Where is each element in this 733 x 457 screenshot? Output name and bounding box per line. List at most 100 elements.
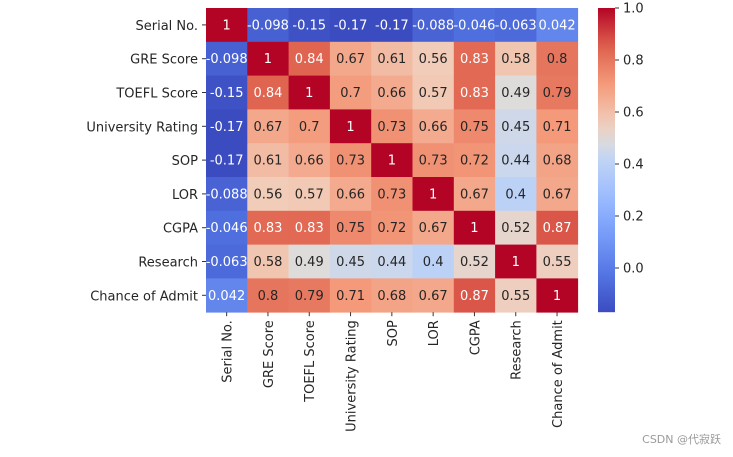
cell-annotation: 0.7 — [299, 120, 320, 135]
cell-annotation: -0.17 — [334, 18, 368, 33]
heatmap-cell — [371, 41, 413, 76]
y-tick-label: TOEFL Score — [115, 87, 198, 102]
x-tick-label: University Rating — [345, 320, 360, 432]
heatmap-cell — [536, 143, 579, 178]
x-tick-label: Research — [510, 320, 525, 380]
cell-annotation: 0.57 — [295, 187, 324, 202]
y-tick-label: GRE Score — [130, 53, 198, 68]
heatmap-cell — [288, 244, 331, 279]
heatmap-cell — [206, 75, 248, 110]
heatmap-cell — [329, 210, 372, 245]
cell-annotation: 0.45 — [501, 120, 530, 135]
cell-annotation: 0.45 — [336, 255, 365, 270]
cell-annotation: 0.58 — [501, 52, 530, 67]
heatmap-cell — [206, 210, 248, 245]
cell-annotation: 0.68 — [377, 289, 406, 304]
cell-annotation: 0.4 — [423, 255, 444, 270]
heatmap-cell — [495, 143, 537, 178]
cell-annotation: -0.15 — [292, 18, 326, 33]
cell-annotation: 0.66 — [419, 120, 448, 135]
heatmap-cell — [453, 278, 496, 313]
cell-annotation: 0.8 — [258, 289, 279, 304]
heatmap-cell — [412, 143, 455, 178]
cell-annotation: 0.72 — [460, 154, 489, 169]
y-tick-label: SOP — [172, 154, 198, 169]
x-tick-label: TOEFL Score — [303, 320, 318, 403]
cell-annotation: 0.75 — [460, 120, 489, 135]
heatmap-cell — [536, 278, 579, 313]
heatmap-cell — [453, 210, 496, 245]
heatmap-cell — [412, 278, 455, 313]
colorbar-tick-label: 0.0 — [623, 262, 644, 277]
heatmap-cell — [453, 244, 496, 279]
cell-annotation: 0.52 — [460, 255, 489, 270]
colorbar-tick-label: 0.4 — [623, 158, 644, 173]
heatmap-cell — [329, 177, 372, 212]
cell-annotation: -0.15 — [210, 86, 244, 101]
cell-annotation: -0.046 — [206, 221, 248, 236]
cell-annotation: 0.71 — [543, 120, 572, 135]
heatmap-cell — [247, 143, 289, 178]
cell-annotation: 0.83 — [460, 86, 489, 101]
heatmap-cell — [371, 75, 413, 110]
csdn-watermark: CSDN @代寂跃 — [642, 433, 721, 446]
heatmap-cell — [288, 41, 331, 76]
heatmap-cell — [412, 210, 455, 245]
cell-annotation: 1 — [388, 154, 396, 169]
cell-annotation: 0.83 — [253, 221, 282, 236]
heatmap-cell — [288, 210, 331, 245]
cell-annotation: -0.17 — [210, 154, 244, 169]
heatmap-cell — [536, 41, 579, 76]
heatmap-cell — [536, 177, 579, 212]
heatmap-cell — [412, 41, 455, 76]
heatmap-cell — [329, 244, 372, 279]
heatmap-cell — [206, 177, 248, 212]
heatmap-cell — [495, 244, 537, 279]
cell-annotation: 0.79 — [543, 86, 572, 101]
heatmap-cell — [495, 210, 537, 245]
heatmap-cell — [371, 210, 413, 245]
heatmap-cell — [453, 41, 496, 76]
cell-annotation: 0.56 — [419, 52, 448, 67]
cell-annotation: 0.57 — [419, 86, 448, 101]
heatmap-cell — [247, 8, 289, 43]
heatmap-cell — [288, 278, 331, 313]
heatmap-cell — [206, 109, 248, 144]
cell-annotation: -0.088 — [206, 187, 248, 202]
heatmap-cell — [495, 8, 537, 43]
cell-annotation: 0.87 — [543, 221, 572, 236]
heatmap-cell — [536, 75, 579, 110]
cell-annotation: 0.67 — [253, 120, 282, 135]
cell-annotation: 1 — [305, 86, 313, 101]
heatmap-cell — [412, 75, 455, 110]
cell-annotation: 0.52 — [501, 221, 530, 236]
heatmap-cell — [453, 75, 496, 110]
heatmap-cell — [329, 41, 372, 76]
cell-annotation: 0.75 — [336, 221, 365, 236]
cell-annotation: 0.55 — [501, 289, 530, 304]
cell-annotation: 0.042 — [208, 289, 245, 304]
cell-annotation: 0.67 — [460, 187, 489, 202]
heatmap-cell — [247, 75, 289, 110]
cell-annotation: 0.61 — [377, 52, 406, 67]
colorbar-tick-label: 0.2 — [623, 210, 644, 225]
heatmap-cell — [371, 8, 413, 43]
heatmap-cell — [536, 109, 579, 144]
cell-annotation: 0.67 — [419, 221, 448, 236]
heatmap-cell — [288, 177, 331, 212]
cell-annotation: 0.44 — [377, 255, 406, 270]
cell-annotation: 0.84 — [253, 86, 282, 101]
x-tick-label: LOR — [427, 320, 442, 346]
y-tick-label: LOR — [172, 188, 198, 203]
cell-annotation: -0.088 — [412, 18, 454, 33]
cell-annotation: 0.49 — [501, 86, 530, 101]
cell-annotation: 0.4 — [505, 187, 526, 202]
y-tick-label: University Rating — [86, 120, 198, 135]
heatmap-cell — [329, 109, 372, 144]
heatmap-cell — [453, 8, 496, 43]
cell-annotation: 0.68 — [543, 154, 572, 169]
cell-annotation: 0.66 — [295, 154, 324, 169]
heatmap-cell — [412, 244, 455, 279]
cell-annotation: 1 — [553, 289, 561, 304]
heatmap-cell — [247, 177, 289, 212]
